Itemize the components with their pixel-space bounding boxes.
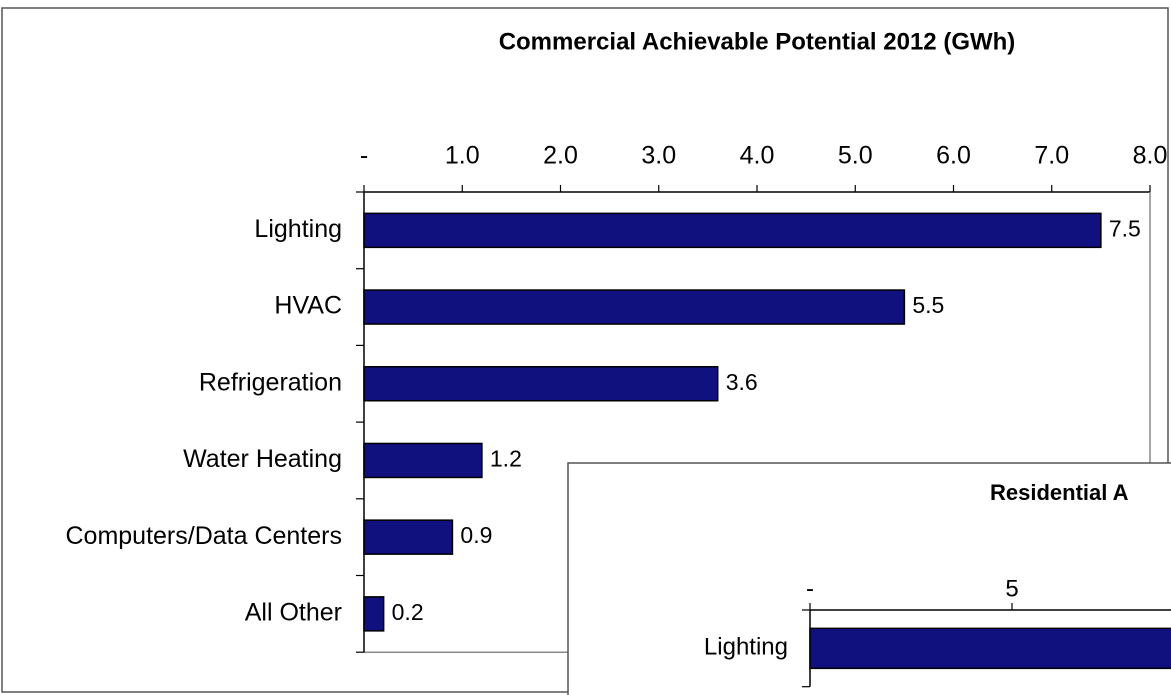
chart-title: Commercial Achievable Potential 2012 (GW… [499, 28, 1016, 55]
x-tick-label: 2.0 [543, 142, 578, 170]
data-label: 1.2 [490, 446, 522, 472]
bar [363, 289, 906, 325]
bar [363, 596, 385, 632]
y-tick-label: Refrigeration [199, 368, 342, 396]
y-tick-label: HVAC [274, 292, 342, 320]
x-tick-label: 4.0 [740, 142, 775, 170]
data-label: 7.5 [1109, 215, 1141, 241]
x-tick-label: 1.0 [445, 142, 480, 170]
x-tick-label: 7.0 [1034, 142, 1069, 170]
x-tick-label: 8.0 [1133, 142, 1168, 170]
y-tick-label: All Other [245, 598, 342, 626]
chart-title: Residential A [990, 480, 1129, 505]
data-label: 5.5 [912, 292, 944, 318]
y-tick-label: Water Heating [183, 445, 342, 473]
data-label: 0.9 [460, 522, 492, 548]
y-tick-label: Computers/Data Centers [65, 522, 342, 550]
bar [809, 627, 1171, 670]
y-tick-label: Lighting [704, 634, 788, 661]
x-tick-label: - [360, 142, 368, 170]
x-tick-label: 5.0 [838, 142, 873, 170]
x-tick-label: 5 [1005, 575, 1018, 602]
x-tick-label: - [806, 575, 814, 602]
residential-chart: Residential A - 5 Lighting [704, 480, 1171, 688]
commercial-chart: Commercial Achievable Potential 2012 (GW… [65, 28, 1168, 653]
x-tick-label: 3.0 [641, 142, 676, 170]
bar [363, 366, 719, 402]
bar [363, 519, 454, 555]
bar [363, 442, 483, 479]
bar [363, 212, 1102, 249]
data-label: 0.2 [392, 599, 424, 625]
y-tick-label: Lighting [254, 215, 342, 243]
data-label: 3.6 [726, 369, 758, 395]
x-tick-label: 6.0 [936, 142, 971, 170]
